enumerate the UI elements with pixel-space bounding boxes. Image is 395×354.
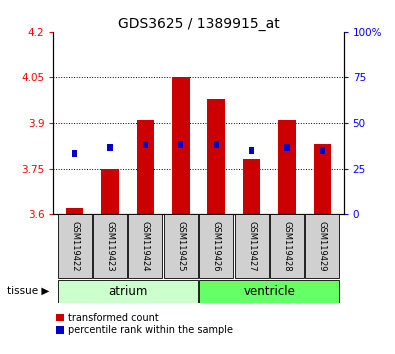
Bar [66, 208, 83, 214]
Text: ventricle: ventricle [243, 285, 295, 298]
Bar [178, 141, 183, 148]
Bar [137, 120, 154, 214]
Bar [305, 214, 339, 278]
Bar [101, 169, 119, 214]
Text: tissue ▶: tissue ▶ [7, 286, 49, 296]
Bar [199, 280, 339, 303]
Bar [107, 144, 113, 151]
Text: atrium: atrium [108, 285, 147, 298]
Bar [278, 120, 296, 214]
Bar [172, 78, 190, 214]
Bar [128, 214, 162, 278]
Text: GSM119428: GSM119428 [282, 221, 292, 272]
Text: GSM119429: GSM119429 [318, 221, 327, 271]
Bar [314, 144, 331, 214]
Bar [93, 214, 127, 278]
Text: GSM119423: GSM119423 [105, 221, 115, 272]
Bar [72, 150, 77, 157]
Legend: transformed count, percentile rank within the sample: transformed count, percentile rank withi… [56, 313, 233, 335]
Bar [249, 147, 254, 154]
Bar [243, 160, 260, 214]
Bar [58, 280, 198, 303]
Bar [320, 147, 325, 154]
Bar [58, 214, 92, 278]
Text: GSM119427: GSM119427 [247, 221, 256, 272]
Bar [214, 141, 219, 148]
Bar [207, 99, 225, 214]
Text: GSM119424: GSM119424 [141, 221, 150, 271]
Bar [199, 214, 233, 278]
Bar [270, 214, 304, 278]
Text: GSM119425: GSM119425 [176, 221, 185, 271]
Title: GDS3625 / 1389915_at: GDS3625 / 1389915_at [118, 17, 279, 31]
Text: GSM119426: GSM119426 [212, 221, 221, 272]
Bar [235, 214, 269, 278]
Text: GSM119422: GSM119422 [70, 221, 79, 271]
Bar [164, 214, 198, 278]
Bar [284, 144, 290, 151]
Bar [143, 141, 148, 148]
